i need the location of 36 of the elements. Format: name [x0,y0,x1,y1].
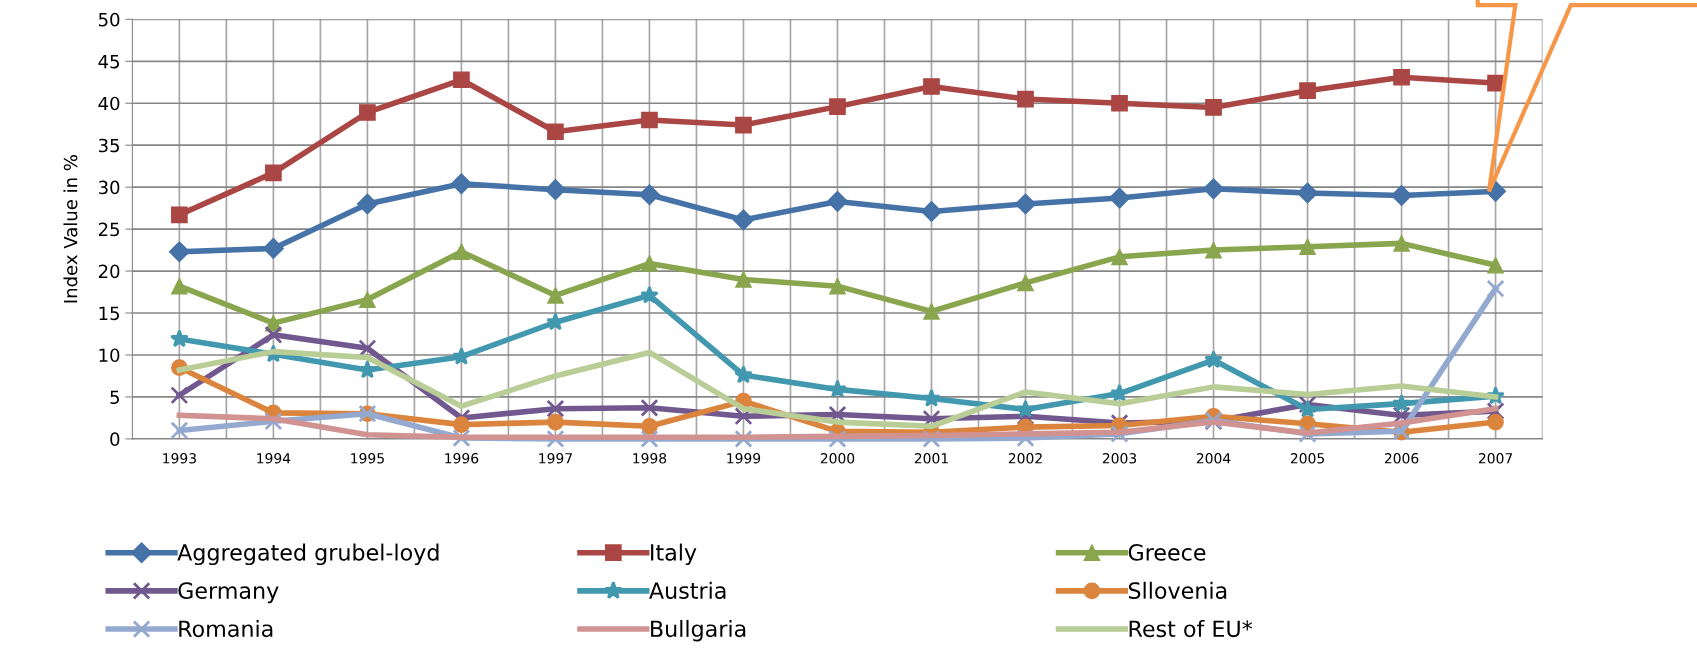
legend-label: Sllovenia [1128,581,1227,599]
x-tick-label: 2000 [820,453,855,464]
x-tick-label: 2001 [914,453,948,464]
y-tick-label: 45 [98,54,119,69]
y-axis-title: Index Value in % [63,155,78,303]
x-tick-label: 1994 [257,453,291,464]
y-tick-label: 20 [98,264,120,279]
legend-label: Italy [651,543,697,566]
x-tick-label: 1999 [727,453,761,464]
x-tick-label: 2005 [1290,453,1324,464]
x-tick-label: 2007 [1478,453,1513,464]
legend-label: Bullgaria [651,619,746,642]
x-tick-label: 2003 [1102,453,1137,464]
y-tick-label: 10 [99,348,120,363]
legend-label: Greece [1128,543,1206,561]
x-tick-label: 1993 [163,453,196,464]
x-tick-label: 2002 [1008,453,1042,464]
x-tick-label: 1995 [351,453,384,464]
x-tick-label: 1997 [539,453,572,464]
y-tick-label: 30 [98,180,120,195]
x-tick-label: 1998 [633,453,667,464]
legend-label: Germany [178,582,279,604]
y-tick-label: 15 [99,306,119,321]
legend-label: Rest of EU* [1129,619,1253,638]
y-tick-label: 25 [98,222,119,237]
x-tick-label: 2006 [1384,453,1419,464]
legend-label: Austria [649,581,726,599]
x-tick-label: 1996 [445,453,479,464]
y-tick-label: 35 [98,138,119,153]
legend-label: Romania [179,619,273,638]
legend-label: Aggregated grubel-loyd [177,543,439,566]
y-tick-label: 5 [110,390,119,405]
x-tick-label: 2004 [1196,453,1231,464]
y-tick-label: 50 [98,12,120,27]
y-tick-label: 40 [98,96,120,111]
y-tick-label: 0 [110,432,120,446]
